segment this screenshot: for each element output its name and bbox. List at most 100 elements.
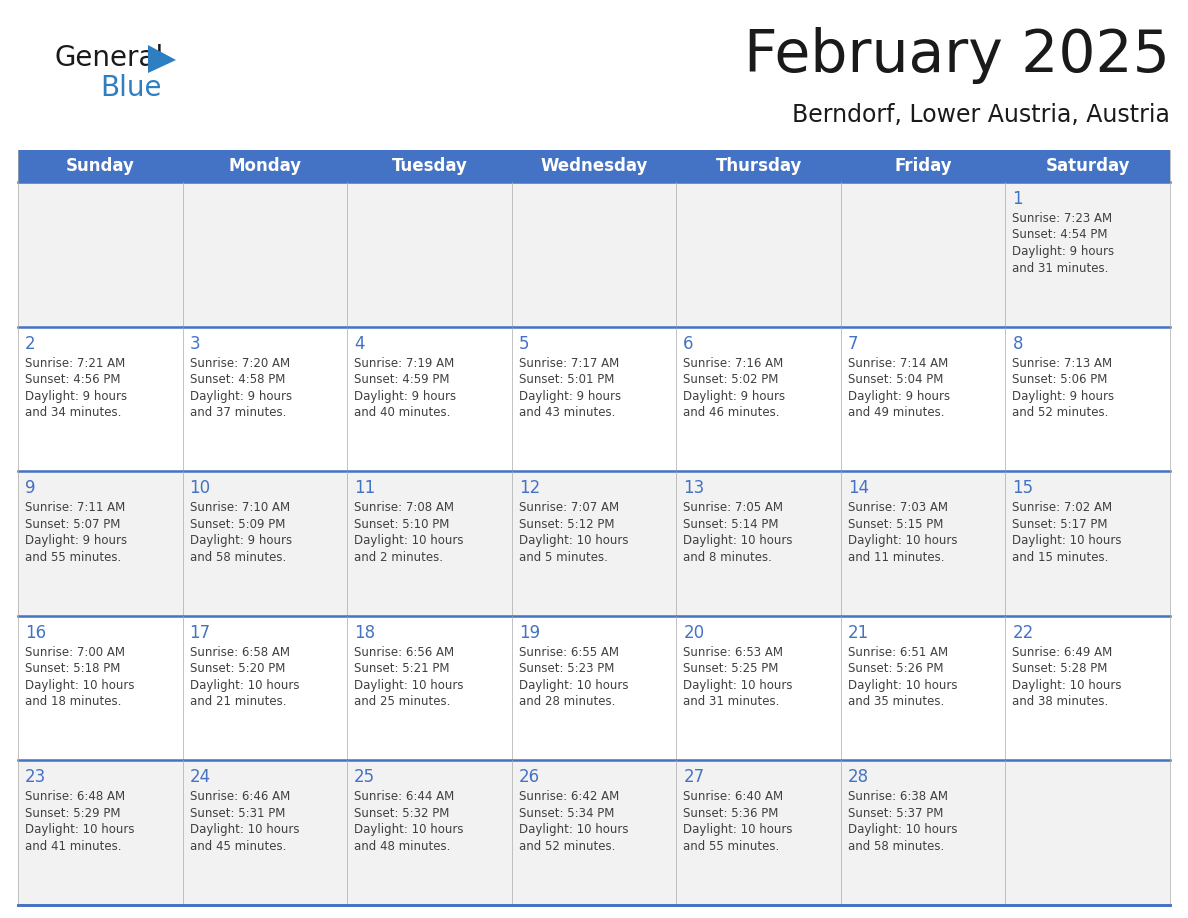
- Text: Daylight: 10 hours: Daylight: 10 hours: [848, 823, 958, 836]
- Text: Sunset: 4:56 PM: Sunset: 4:56 PM: [25, 373, 120, 386]
- Text: Daylight: 10 hours: Daylight: 10 hours: [519, 678, 628, 692]
- Text: and 55 minutes.: and 55 minutes.: [683, 840, 779, 853]
- Bar: [18, 150, 183, 182]
- Bar: [18, 760, 1170, 905]
- Text: Saturday: Saturday: [1045, 157, 1130, 175]
- Text: Daylight: 9 hours: Daylight: 9 hours: [1012, 245, 1114, 258]
- Text: and 35 minutes.: and 35 minutes.: [848, 695, 944, 709]
- Text: 21: 21: [848, 624, 870, 642]
- Bar: [18, 616, 1170, 760]
- Text: Daylight: 10 hours: Daylight: 10 hours: [1012, 678, 1121, 692]
- Text: Sunrise: 7:05 AM: Sunrise: 7:05 AM: [683, 501, 783, 514]
- Text: Tuesday: Tuesday: [392, 157, 467, 175]
- Text: 11: 11: [354, 479, 375, 498]
- Text: and 21 minutes.: and 21 minutes.: [190, 695, 286, 709]
- Text: 3: 3: [190, 334, 201, 353]
- Text: Sunset: 5:17 PM: Sunset: 5:17 PM: [1012, 518, 1108, 531]
- Text: Daylight: 10 hours: Daylight: 10 hours: [519, 534, 628, 547]
- Text: Sunset: 5:06 PM: Sunset: 5:06 PM: [1012, 373, 1107, 386]
- Text: 5: 5: [519, 334, 529, 353]
- Text: and 11 minutes.: and 11 minutes.: [848, 551, 944, 564]
- Text: Sunset: 5:23 PM: Sunset: 5:23 PM: [519, 662, 614, 676]
- Text: Sunset: 5:32 PM: Sunset: 5:32 PM: [354, 807, 449, 820]
- Text: Thursday: Thursday: [715, 157, 802, 175]
- Text: 22: 22: [1012, 624, 1034, 642]
- Text: 9: 9: [25, 479, 36, 498]
- Text: and 25 minutes.: and 25 minutes.: [354, 695, 450, 709]
- Text: Sunrise: 7:20 AM: Sunrise: 7:20 AM: [190, 356, 290, 370]
- Text: Sunset: 5:26 PM: Sunset: 5:26 PM: [848, 662, 943, 676]
- Text: 17: 17: [190, 624, 210, 642]
- Text: 2: 2: [25, 334, 36, 353]
- Text: 4: 4: [354, 334, 365, 353]
- Text: Sunrise: 7:10 AM: Sunrise: 7:10 AM: [190, 501, 290, 514]
- Text: Sunset: 5:02 PM: Sunset: 5:02 PM: [683, 373, 778, 386]
- Text: Daylight: 9 hours: Daylight: 9 hours: [848, 389, 950, 403]
- Text: Sunset: 5:34 PM: Sunset: 5:34 PM: [519, 807, 614, 820]
- Text: Sunrise: 7:11 AM: Sunrise: 7:11 AM: [25, 501, 125, 514]
- Text: Daylight: 10 hours: Daylight: 10 hours: [25, 823, 134, 836]
- Text: and 5 minutes.: and 5 minutes.: [519, 551, 607, 564]
- Text: Daylight: 10 hours: Daylight: 10 hours: [354, 823, 463, 836]
- Text: February 2025: February 2025: [744, 27, 1170, 84]
- Text: and 2 minutes.: and 2 minutes.: [354, 551, 443, 564]
- Text: Sunrise: 7:03 AM: Sunrise: 7:03 AM: [848, 501, 948, 514]
- Text: Sunset: 5:37 PM: Sunset: 5:37 PM: [848, 807, 943, 820]
- Text: Sunset: 5:21 PM: Sunset: 5:21 PM: [354, 662, 449, 676]
- Text: 27: 27: [683, 768, 704, 787]
- Text: and 48 minutes.: and 48 minutes.: [354, 840, 450, 853]
- Text: and 31 minutes.: and 31 minutes.: [683, 695, 779, 709]
- Text: Daylight: 10 hours: Daylight: 10 hours: [683, 534, 792, 547]
- Text: Sunset: 5:29 PM: Sunset: 5:29 PM: [25, 807, 120, 820]
- Text: Sunset: 5:04 PM: Sunset: 5:04 PM: [848, 373, 943, 386]
- Text: Sunset: 5:36 PM: Sunset: 5:36 PM: [683, 807, 778, 820]
- Text: Sunset: 5:15 PM: Sunset: 5:15 PM: [848, 518, 943, 531]
- Text: and 46 minutes.: and 46 minutes.: [683, 406, 779, 420]
- Text: and 28 minutes.: and 28 minutes.: [519, 695, 615, 709]
- Text: and 8 minutes.: and 8 minutes.: [683, 551, 772, 564]
- Text: Daylight: 10 hours: Daylight: 10 hours: [683, 823, 792, 836]
- Text: Sunset: 5:07 PM: Sunset: 5:07 PM: [25, 518, 120, 531]
- Text: Berndorf, Lower Austria, Austria: Berndorf, Lower Austria, Austria: [792, 103, 1170, 127]
- Text: and 18 minutes.: and 18 minutes.: [25, 695, 121, 709]
- Text: 16: 16: [25, 624, 46, 642]
- Text: Sunrise: 7:13 AM: Sunrise: 7:13 AM: [1012, 356, 1112, 370]
- Text: and 45 minutes.: and 45 minutes.: [190, 840, 286, 853]
- Text: and 52 minutes.: and 52 minutes.: [1012, 406, 1108, 420]
- Bar: [183, 150, 347, 182]
- Text: Daylight: 9 hours: Daylight: 9 hours: [354, 389, 456, 403]
- Bar: [676, 150, 841, 182]
- Bar: [347, 150, 512, 182]
- Bar: [841, 150, 1005, 182]
- Text: and 15 minutes.: and 15 minutes.: [1012, 551, 1108, 564]
- Text: 13: 13: [683, 479, 704, 498]
- Text: 14: 14: [848, 479, 868, 498]
- Text: 8: 8: [1012, 334, 1023, 353]
- Text: Sunrise: 6:42 AM: Sunrise: 6:42 AM: [519, 790, 619, 803]
- Text: Daylight: 9 hours: Daylight: 9 hours: [519, 389, 621, 403]
- Text: and 55 minutes.: and 55 minutes.: [25, 551, 121, 564]
- Text: Sunrise: 7:08 AM: Sunrise: 7:08 AM: [354, 501, 454, 514]
- Text: Sunrise: 7:07 AM: Sunrise: 7:07 AM: [519, 501, 619, 514]
- Text: Sunrise: 7:21 AM: Sunrise: 7:21 AM: [25, 356, 125, 370]
- Text: Sunrise: 6:51 AM: Sunrise: 6:51 AM: [848, 645, 948, 659]
- Text: Sunrise: 6:38 AM: Sunrise: 6:38 AM: [848, 790, 948, 803]
- Text: 28: 28: [848, 768, 868, 787]
- Text: and 41 minutes.: and 41 minutes.: [25, 840, 121, 853]
- Text: Sunrise: 7:23 AM: Sunrise: 7:23 AM: [1012, 212, 1112, 225]
- Text: and 40 minutes.: and 40 minutes.: [354, 406, 450, 420]
- Text: 19: 19: [519, 624, 539, 642]
- Text: Sunrise: 7:14 AM: Sunrise: 7:14 AM: [848, 356, 948, 370]
- Text: Sunrise: 6:53 AM: Sunrise: 6:53 AM: [683, 645, 783, 659]
- Text: Daylight: 10 hours: Daylight: 10 hours: [354, 678, 463, 692]
- Text: Daylight: 9 hours: Daylight: 9 hours: [190, 534, 292, 547]
- Text: and 37 minutes.: and 37 minutes.: [190, 406, 286, 420]
- Text: and 49 minutes.: and 49 minutes.: [848, 406, 944, 420]
- Text: Sunset: 4:58 PM: Sunset: 4:58 PM: [190, 373, 285, 386]
- Text: Sunset: 5:09 PM: Sunset: 5:09 PM: [190, 518, 285, 531]
- Bar: [18, 327, 1170, 471]
- Text: Daylight: 10 hours: Daylight: 10 hours: [848, 534, 958, 547]
- Text: Sunrise: 7:19 AM: Sunrise: 7:19 AM: [354, 356, 454, 370]
- Text: Sunset: 5:14 PM: Sunset: 5:14 PM: [683, 518, 779, 531]
- Text: Daylight: 10 hours: Daylight: 10 hours: [1012, 534, 1121, 547]
